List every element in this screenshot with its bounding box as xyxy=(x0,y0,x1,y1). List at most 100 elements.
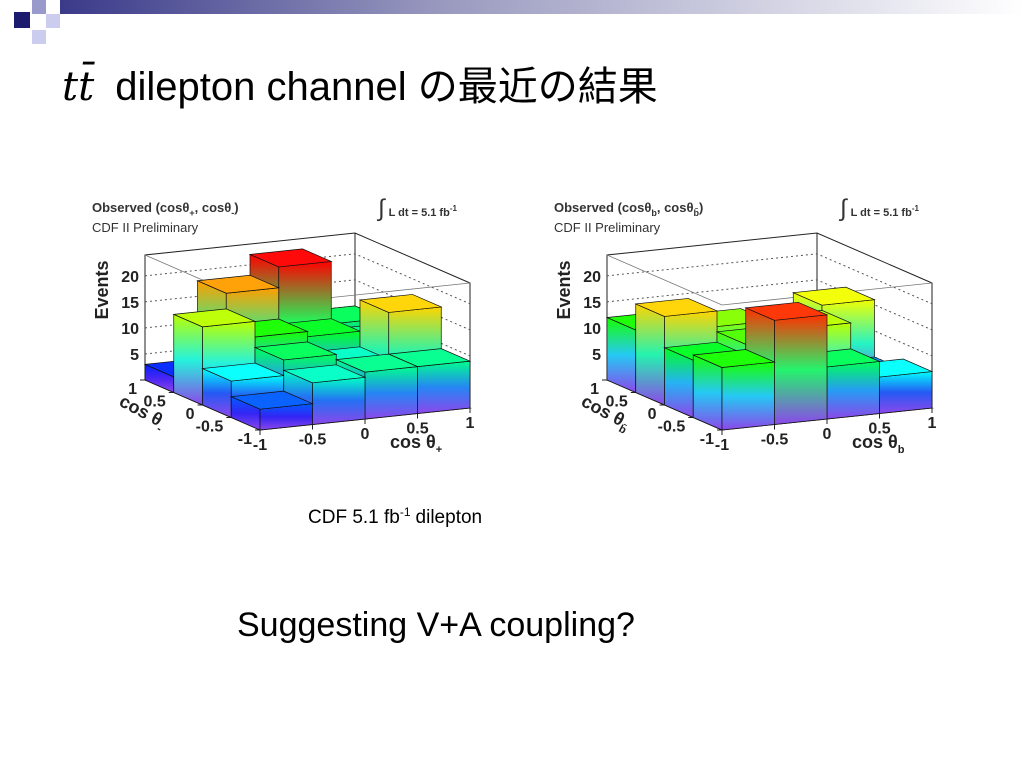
caption-sup: -1 xyxy=(400,505,411,519)
grid-line xyxy=(144,253,471,305)
z-axis-label: Events xyxy=(554,260,574,319)
script: b xyxy=(898,444,905,456)
y-tick-label: 0 xyxy=(186,406,195,423)
lumi: ∫ L dt = 5.1 fb-1 xyxy=(376,195,457,222)
bar-top xyxy=(248,248,333,268)
lumi-sup: -1 xyxy=(912,204,920,213)
x-tick-label: 0.5 xyxy=(868,421,890,438)
x-tick-label: 0.5 xyxy=(406,421,428,438)
bar-front xyxy=(312,376,366,425)
script: b̄ xyxy=(694,208,700,218)
top-bar xyxy=(60,0,1024,14)
bar xyxy=(229,390,314,431)
z-tick-label: 20 xyxy=(121,269,139,286)
y-tick-label: -0.5 xyxy=(658,419,686,436)
y-tick-label: 1 xyxy=(590,381,599,398)
bar-top xyxy=(744,301,829,321)
plot-title: Observed (cosθ+, cosθ-) xyxy=(92,200,239,218)
lumi-text: L dt = 5.1 fb xyxy=(389,207,451,219)
text-part: Observed (cosθ xyxy=(92,200,189,215)
script: b xyxy=(651,208,657,218)
y-tick-label: -0.5 xyxy=(196,419,224,436)
bar-top xyxy=(691,349,776,368)
x-tick-label: 1 xyxy=(928,415,937,432)
x-axis-label: cos θ+ xyxy=(390,432,442,456)
x-tick-label: -1 xyxy=(253,437,267,454)
script: + xyxy=(436,444,442,456)
z-tick-label: 15 xyxy=(583,295,601,312)
square xyxy=(46,14,60,28)
text-part: cos θ xyxy=(390,432,436,452)
x-tick-label: 0 xyxy=(361,426,370,443)
bar-top xyxy=(358,294,443,313)
bar xyxy=(282,364,367,426)
decoration xyxy=(14,0,1024,44)
square xyxy=(32,0,46,14)
bar-front xyxy=(721,361,775,431)
x-tick-label: -0.5 xyxy=(761,432,789,449)
script: - xyxy=(155,423,164,435)
bar-front xyxy=(826,361,880,420)
z-tick-label: 10 xyxy=(583,321,601,338)
text-part: ) xyxy=(234,200,238,215)
z-axis-label: Events xyxy=(92,260,112,319)
z-tick-label: 20 xyxy=(583,269,601,286)
bar-side xyxy=(173,313,203,406)
bar-top xyxy=(334,353,419,373)
x-tick-label: -0.5 xyxy=(299,432,327,449)
bar-front xyxy=(879,371,933,414)
footer-text: Suggesting V+A coupling? xyxy=(237,606,635,644)
x-tick-label: -1 xyxy=(715,437,729,454)
bar-front xyxy=(774,314,828,425)
bar-side xyxy=(606,316,637,394)
lumi-text: L dt = 5.1 fb xyxy=(851,207,913,219)
bar-top xyxy=(634,298,719,317)
z-tick-label: 5 xyxy=(130,347,139,364)
text-part: , cosθ xyxy=(195,200,232,215)
caption: CDF 5.1 fb-1 dilepton xyxy=(308,505,482,528)
x-axis-label: cos θb xyxy=(852,432,905,456)
script: - xyxy=(231,208,234,218)
caption-after: dilepton xyxy=(416,507,483,528)
slide-title: tt̄ dilepton channel の最近の結果 xyxy=(62,61,658,110)
lumi: ∫ L dt = 5.1 fb-1 xyxy=(838,195,919,222)
y-tick-label: 1 xyxy=(128,381,137,398)
bar-top xyxy=(253,341,338,361)
bar-top xyxy=(201,362,286,382)
grid-line xyxy=(606,279,933,331)
y-tick-label: -1 xyxy=(238,431,252,448)
z-tick-label: 15 xyxy=(121,295,139,312)
text-part: cos θ xyxy=(852,432,898,452)
bar-top xyxy=(229,390,314,410)
bar xyxy=(691,349,776,431)
square xyxy=(32,30,46,44)
y-tick-label: 0 xyxy=(648,406,657,423)
plot-subtitle: CDF II Preliminary xyxy=(554,220,661,235)
z-tick-label: 10 xyxy=(121,321,139,338)
script: b̄ xyxy=(617,423,629,437)
bar-side xyxy=(692,354,723,431)
y-tick-label: -1 xyxy=(700,431,714,448)
title-text: dilepton channel の最近の結果 xyxy=(115,65,657,109)
bar-front xyxy=(364,366,418,420)
bar-front xyxy=(417,360,471,414)
text-part: ) xyxy=(699,200,703,215)
text-part: Observed (cosθ xyxy=(554,200,651,215)
bar-top xyxy=(172,308,257,328)
bar-side xyxy=(635,303,665,406)
script: + xyxy=(189,208,194,218)
x-tick-label: 0 xyxy=(823,426,832,443)
integral: ∫ xyxy=(376,195,386,222)
bar-top xyxy=(196,274,281,294)
x-tick-label: 1 xyxy=(466,415,475,432)
y-tick-label: 0.5 xyxy=(606,394,628,411)
grid-line xyxy=(606,253,933,305)
plot-subtitle: CDF II Preliminary xyxy=(92,220,199,235)
title-math: tt̄ xyxy=(62,61,96,110)
lumi-sup: -1 xyxy=(450,204,458,213)
y-tick-label: 0.5 xyxy=(144,394,166,411)
lego-plot: Observed (cosθb, cosθb̄)CDF II Prelimina… xyxy=(554,195,937,456)
frame xyxy=(606,254,933,306)
